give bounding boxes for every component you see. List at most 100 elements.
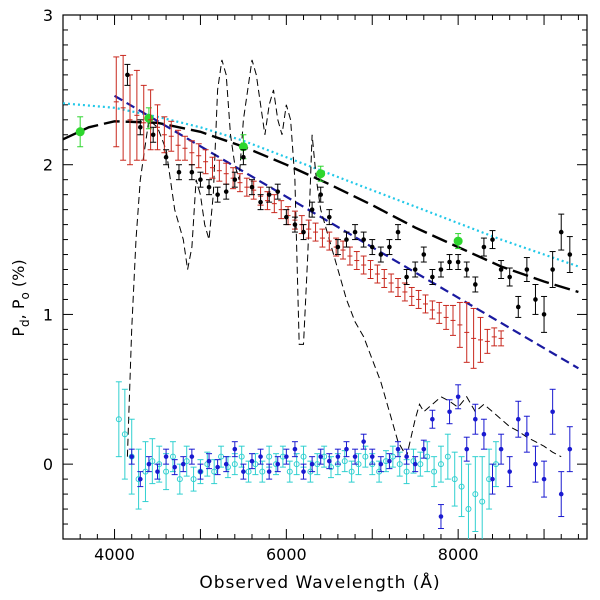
data-point [424, 453, 431, 460]
data-point [232, 446, 238, 452]
data-point [293, 461, 300, 468]
data-point [541, 476, 547, 482]
data-point [465, 506, 472, 513]
data-point [223, 189, 229, 194]
data-point [163, 154, 169, 160]
data-point [348, 468, 355, 475]
data-point [412, 267, 418, 272]
data-point [472, 491, 479, 498]
x-tick-label: 6000 [266, 545, 307, 564]
data-point [464, 446, 470, 452]
data-point [362, 453, 369, 460]
data-point [189, 454, 195, 459]
data-point [417, 461, 424, 468]
data-point [567, 446, 573, 452]
data-point [524, 267, 530, 272]
data-point [481, 244, 487, 250]
series-5 [113, 54, 505, 369]
data-point [387, 458, 392, 464]
data-point [438, 514, 444, 519]
data-point [258, 199, 263, 205]
data-point [223, 461, 229, 467]
data-point [232, 177, 238, 182]
x-tick-label: 4000 [94, 545, 135, 564]
data-point [444, 453, 451, 460]
data-point [249, 458, 255, 464]
data-point [498, 267, 504, 272]
data-point [309, 461, 315, 467]
data-point [395, 229, 401, 235]
data-point [138, 476, 143, 482]
data-point [146, 461, 152, 467]
data-point [335, 244, 341, 250]
data-point [301, 469, 306, 474]
data-point [451, 476, 458, 483]
data-point [550, 267, 555, 272]
data-point [515, 304, 521, 310]
y-tick-label: 1 [43, 305, 53, 324]
data-point [490, 237, 495, 242]
data-point [206, 184, 212, 190]
plot-frame [62, 14, 588, 540]
data-point [121, 431, 128, 438]
data-point [447, 409, 452, 415]
data-point [481, 431, 487, 437]
data-point [430, 416, 435, 422]
series-8 [128, 384, 573, 530]
data-point [369, 454, 375, 459]
data-point [249, 184, 255, 190]
plot-border [62, 14, 588, 540]
data-point [129, 454, 135, 459]
data-point [344, 237, 349, 242]
y-tick-label: 0 [43, 455, 53, 474]
data-point [309, 207, 315, 212]
data-point [567, 252, 573, 257]
data-point [395, 446, 401, 452]
data-point [172, 464, 177, 470]
data-point [404, 454, 409, 459]
data-point [404, 274, 409, 280]
x-tick-label: 8000 [438, 545, 479, 564]
data-point [138, 124, 143, 130]
data-point [344, 446, 349, 452]
data-point [301, 229, 306, 235]
data-point [292, 222, 298, 227]
data-point [180, 461, 186, 467]
data-point [259, 468, 266, 475]
data-point [258, 454, 263, 459]
data-point [155, 469, 160, 474]
data-point [215, 464, 220, 470]
data-point [541, 312, 547, 317]
data-point [464, 267, 470, 272]
y-label-sub2: o [18, 292, 32, 299]
data-point [533, 461, 538, 467]
data-point [206, 458, 212, 464]
data-point [238, 453, 245, 460]
y-label-unit: (%) [9, 259, 28, 292]
data-point [115, 416, 122, 423]
data-point [163, 468, 170, 475]
data-point [558, 491, 564, 497]
data-point [198, 469, 203, 474]
series-4 [75, 107, 463, 250]
data-point [453, 236, 463, 246]
data-point [473, 282, 478, 287]
y-label-sep: , [9, 309, 28, 319]
data-point [316, 169, 326, 179]
data-point [378, 461, 384, 467]
data-point [550, 409, 555, 415]
data-point [361, 237, 366, 242]
data-point [238, 142, 248, 152]
axis-ticks [62, 14, 587, 539]
data-point [189, 169, 195, 175]
series-1 [63, 120, 579, 294]
data-point [369, 244, 375, 250]
svg-text:Pd, Po (%): Pd, Po (%) [9, 259, 32, 336]
data-point [190, 476, 197, 483]
data-point [176, 476, 183, 483]
data-point [361, 439, 366, 444]
y-label-base: P [9, 327, 28, 337]
data-point [455, 394, 461, 400]
data-point [447, 259, 452, 265]
